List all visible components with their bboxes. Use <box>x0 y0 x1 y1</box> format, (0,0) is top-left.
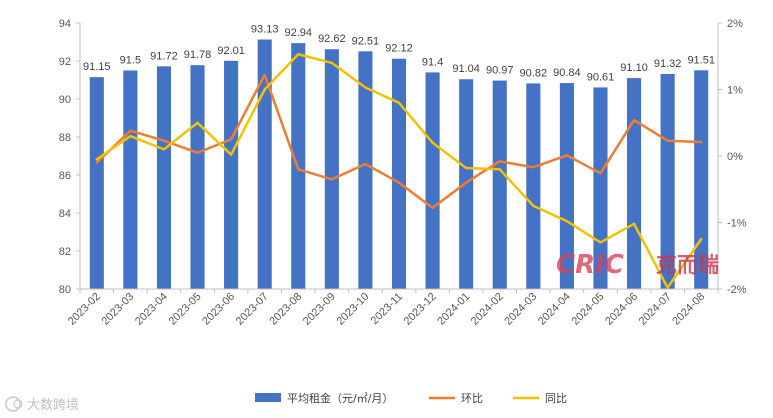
x-tick-label: 2023-07 <box>234 291 271 328</box>
x-tick-label: 2023-04 <box>133 291 170 328</box>
data-label-2024-05: 90.61 <box>587 71 615 83</box>
left-tick-label: 84 <box>59 208 71 220</box>
line-mom <box>95 73 703 210</box>
data-label-2024-07: 91.32 <box>654 58 682 70</box>
data-label-2023-03: 91.5 <box>120 55 141 67</box>
x-tick-label: 2023-11 <box>369 291 405 327</box>
x-tick-label: 2023-02 <box>66 291 103 328</box>
bar-2023-11 <box>391 58 407 289</box>
x-tick-label: 2023-12 <box>402 291 439 328</box>
bar-2023-07 <box>257 39 272 289</box>
bar-2024-08 <box>694 70 709 289</box>
left-tick-label: 88 <box>59 132 71 144</box>
x-tick-label: 2024-06 <box>603 291 640 328</box>
x-tick-label: 2023-06 <box>200 291 237 328</box>
data-labels: 91.15 91.5 91.72 91.78 92.01 93.13 92.94 92.62 9… <box>83 24 715 84</box>
line-yoy <box>95 53 703 289</box>
x-tick-label: 2024-07 <box>637 291 674 328</box>
left-tick-label: 82 <box>59 246 71 258</box>
left-tick-label: 94 <box>59 18 71 30</box>
x-tick-label: 2024-03 <box>502 291 539 328</box>
legend: 平均租金（元/㎡/月） 环比 同比 <box>255 391 567 405</box>
source-watermark-text: 大数跨境 <box>27 398 79 413</box>
data-label-2023-08: 92.94 <box>284 27 312 39</box>
bar-2024-06 <box>627 78 642 289</box>
x-tick-label: 2023-08 <box>267 291 304 328</box>
data-label-2023-05: 91.78 <box>184 49 212 61</box>
legend-label-2: 同比 <box>545 392 567 405</box>
left-tick-label: 86 <box>59 170 71 182</box>
source-logo-icon-inner <box>13 399 23 409</box>
data-label-2023-11: 92.12 <box>385 43 413 55</box>
bar-2024-05 <box>593 87 608 289</box>
data-label-2024-02: 90.97 <box>486 65 514 77</box>
bar-series <box>89 39 709 290</box>
right-tick-label: 2% <box>727 18 743 30</box>
right-tick-label: 1% <box>727 85 743 97</box>
data-label-2023-06: 92.01 <box>217 45 245 57</box>
data-label-2024-01: 91.04 <box>452 63 480 75</box>
data-label-2024-03: 90.82 <box>520 67 548 79</box>
bar-2024-07 <box>660 73 675 289</box>
bar-2023-02 <box>89 77 104 290</box>
right-tick-label: -1% <box>727 218 747 230</box>
source-watermark: 大数跨境 <box>5 396 79 413</box>
cric-chinese-text: 克而瑞 <box>656 253 719 277</box>
x-tick-label: 2024-02 <box>469 291 506 328</box>
bar-2023-04 <box>156 66 171 289</box>
data-label-2023-02: 91.15 <box>83 61 111 73</box>
data-label-2024-08: 91.51 <box>687 54 715 66</box>
x-tick-label: 2024-05 <box>570 291 607 328</box>
bar-2023-06 <box>224 60 239 290</box>
x-tick-label: 2023-09 <box>301 291 338 328</box>
x-tick-label: 2023-05 <box>167 291 204 328</box>
data-label-2023-12: 91.4 <box>422 56 443 68</box>
data-label-2023-07: 93.13 <box>251 24 279 36</box>
bar-2023-10 <box>358 51 373 290</box>
right-tick-label: -2% <box>727 284 747 296</box>
left-tick-label: 90 <box>59 94 71 106</box>
bar-2023-12 <box>425 72 440 290</box>
bar-2023-03 <box>123 70 138 289</box>
left-tick-label: 92 <box>59 56 71 68</box>
data-label-2024-06: 91.10 <box>620 62 648 74</box>
x-tick-label: 2024-08 <box>670 291 707 328</box>
legend-label-1: 环比 <box>461 392 483 405</box>
data-label-2023-10: 92.51 <box>352 35 380 47</box>
legend-label-0: 平均租金（元/㎡/月） <box>287 391 393 405</box>
x-tick-label: 2024-01 <box>435 291 472 328</box>
bar-2024-02 <box>492 80 507 289</box>
bar-2023-09 <box>324 49 339 289</box>
left-tick-label: 80 <box>59 284 71 296</box>
data-label-2024-04: 90.84 <box>553 67 581 79</box>
bar-2024-03 <box>526 83 541 289</box>
data-label-2023-04: 91.72 <box>150 50 178 62</box>
x-tick-label: 2023-03 <box>99 291 136 328</box>
bar-2023-05 <box>190 65 205 290</box>
x-tick-label: 2024-04 <box>536 291 573 328</box>
legend-swatch-bar <box>255 393 281 402</box>
data-label-2023-09: 92.62 <box>318 33 346 45</box>
bar-2024-04 <box>559 83 574 289</box>
cric-watermark: CRIC 克而瑞 <box>556 250 719 280</box>
cric-logo-text: CRIC <box>556 250 624 280</box>
x-tick-label: 2023-10 <box>335 291 372 328</box>
line-series <box>95 53 703 289</box>
right-tick-label: 0% <box>727 151 743 163</box>
source-logo-icon <box>5 396 21 412</box>
